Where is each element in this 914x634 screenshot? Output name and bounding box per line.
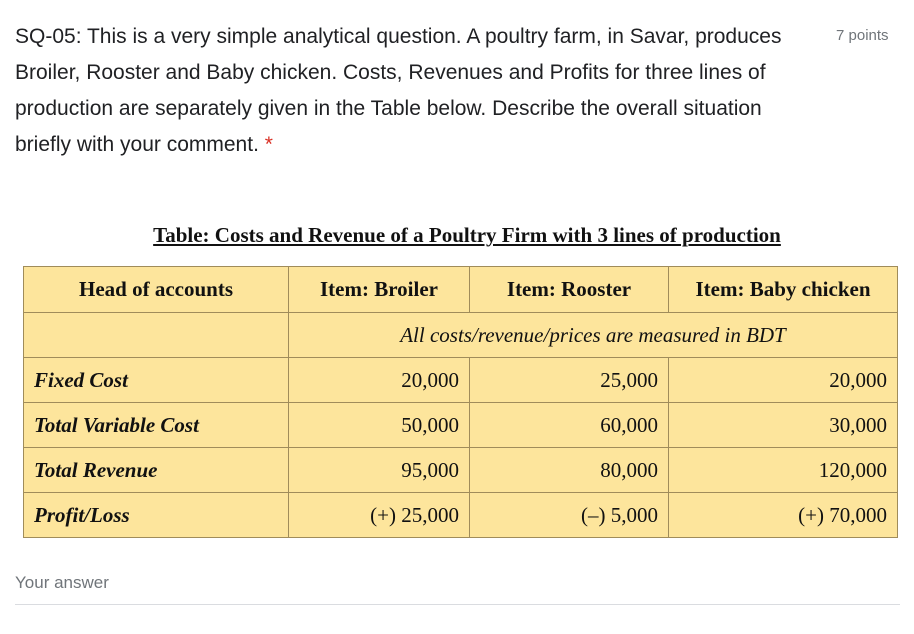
row-label: Profit/Loss [23, 492, 289, 538]
points-label: 7 points [836, 27, 889, 44]
table-row: Profit/Loss (+) 25,000 (–) 5,000 (+) 70,… [23, 492, 898, 538]
table-note-row: All costs/revenue/prices are measured in… [23, 312, 898, 358]
units-note: All costs/revenue/prices are measured in… [288, 312, 898, 358]
cell: (+) 25,000 [288, 492, 470, 538]
table-header-row: Head of accounts Item: Broiler Item: Roo… [23, 266, 898, 313]
table-row: Total Variable Cost 50,000 60,000 30,000 [23, 402, 898, 448]
empty-cell [23, 312, 289, 358]
table-title: Table: Costs and Revenue of a Poultry Fi… [153, 223, 781, 247]
required-asterisk: * [264, 133, 273, 156]
cell: 25,000 [469, 357, 669, 403]
answer-input[interactable]: Your answer [15, 573, 109, 592]
cell: 80,000 [469, 447, 669, 493]
costs-table: Head of accounts Item: Broiler Item: Roo… [23, 266, 898, 538]
question-title: SQ-05: This is a very simple analytical … [15, 25, 782, 156]
table-row: Fixed Cost 20,000 25,000 20,000 [23, 357, 898, 403]
answer-underline [15, 604, 900, 605]
question-text: SQ-05: This is a very simple analytical … [15, 19, 815, 163]
table-row: Total Revenue 95,000 80,000 120,000 [23, 447, 898, 493]
header-cell: Item: Baby chicken [668, 266, 898, 313]
row-label: Total Revenue [23, 447, 289, 493]
cell: (+) 70,000 [668, 492, 898, 538]
header-cell: Item: Broiler [288, 266, 470, 313]
cell: 30,000 [668, 402, 898, 448]
cell: 95,000 [288, 447, 470, 493]
cell: 20,000 [668, 357, 898, 403]
cell: 20,000 [288, 357, 470, 403]
header-cell: Head of accounts [23, 266, 289, 313]
row-label: Fixed Cost [23, 357, 289, 403]
cell: (–) 5,000 [469, 492, 669, 538]
cell: 120,000 [668, 447, 898, 493]
header-cell: Item: Rooster [469, 266, 669, 313]
row-label: Total Variable Cost [23, 402, 289, 448]
cell: 60,000 [469, 402, 669, 448]
cell: 50,000 [288, 402, 470, 448]
